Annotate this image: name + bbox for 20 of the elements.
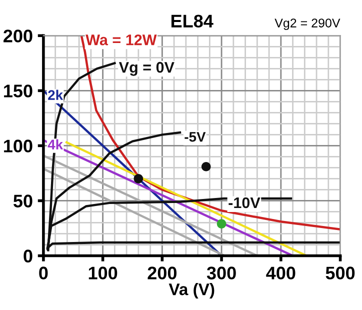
y-tick-label: 50 [14, 194, 32, 208]
x-tick-label: 200 [148, 266, 176, 280]
y-tick-label: 200 [4, 30, 32, 42]
y-tick-label: 0 [24, 250, 32, 262]
chart-subtitle: Vg2 = 290V [274, 18, 340, 30]
y-tick-label: 150 [4, 84, 32, 98]
series-label: -5V [184, 132, 206, 142]
x-tick-label: 0 [39, 266, 48, 280]
chart-title: EL84 [171, 14, 214, 28]
series-label: 4k [48, 139, 64, 150]
series-label: Vg = 0V [118, 62, 174, 76]
x-tick-label: 500 [326, 266, 355, 280]
series-label: 2k [48, 90, 64, 100]
x-tick-label: 400 [266, 266, 296, 280]
x-tick-label: 100 [88, 266, 118, 280]
x-tick-label: 300 [206, 266, 236, 280]
y-tick-label: 100 [4, 140, 32, 152]
x-axis-title: Va (V) [168, 283, 214, 299]
series-label: -10V [228, 197, 260, 208]
series-label: Wa = 12W [86, 34, 157, 46]
